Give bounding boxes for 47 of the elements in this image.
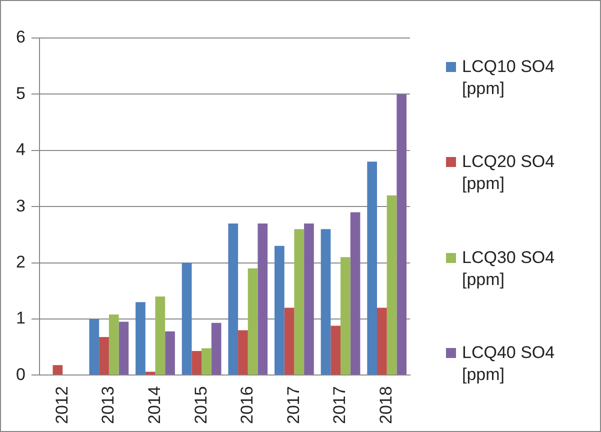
bar <box>118 322 129 375</box>
y-tick-label: 4 <box>16 140 26 160</box>
legend-label: LCQ40 SO4 [ppm] <box>462 342 556 386</box>
bar <box>165 331 175 375</box>
bar <box>258 223 268 375</box>
bar <box>367 162 377 375</box>
y-tick-label: 5 <box>16 84 26 103</box>
bar <box>228 223 238 375</box>
bar <box>99 336 109 375</box>
bar <box>304 223 314 375</box>
bar <box>294 229 304 375</box>
x-tick-label: 2018 <box>376 386 396 424</box>
x-tick-label: 2017 <box>284 386 303 424</box>
bar <box>320 229 331 375</box>
bar <box>192 351 202 375</box>
bar <box>155 296 166 375</box>
bar <box>202 348 212 375</box>
bar <box>274 246 284 375</box>
bar <box>377 308 387 375</box>
bar <box>211 322 222 375</box>
bar <box>89 318 100 375</box>
x-tick-label: 2013 <box>98 386 118 424</box>
bar <box>108 314 119 375</box>
bar <box>284 308 294 375</box>
bar <box>52 365 63 375</box>
legend-label: LCQ20 SO4 [ppm] <box>462 151 556 196</box>
y-tick-label: 2 <box>16 252 26 272</box>
legend-label: LCQ10 SO4 [ppm] <box>462 56 556 100</box>
bar <box>238 330 248 375</box>
bar <box>340 257 350 375</box>
x-tick-label: 2016 <box>238 386 257 424</box>
x-tick-label: 2012 <box>52 386 72 424</box>
y-tick-label: 3 <box>16 196 26 216</box>
bar <box>136 302 146 375</box>
bar <box>330 326 341 375</box>
bar <box>386 195 397 375</box>
bar <box>182 262 192 375</box>
x-tick-label: 2017 <box>330 386 350 424</box>
x-tick-label: 2015 <box>191 386 210 424</box>
y-tick-label: 1 <box>16 308 26 328</box>
bar <box>396 94 407 375</box>
legend-label: LCQ30 SO4 [ppm] <box>462 246 556 291</box>
y-tick-label: 0 <box>16 364 26 384</box>
y-tick-label: 6 <box>16 28 26 47</box>
bar <box>350 212 360 375</box>
bar <box>248 268 258 375</box>
x-tick-label: 2014 <box>144 386 164 424</box>
